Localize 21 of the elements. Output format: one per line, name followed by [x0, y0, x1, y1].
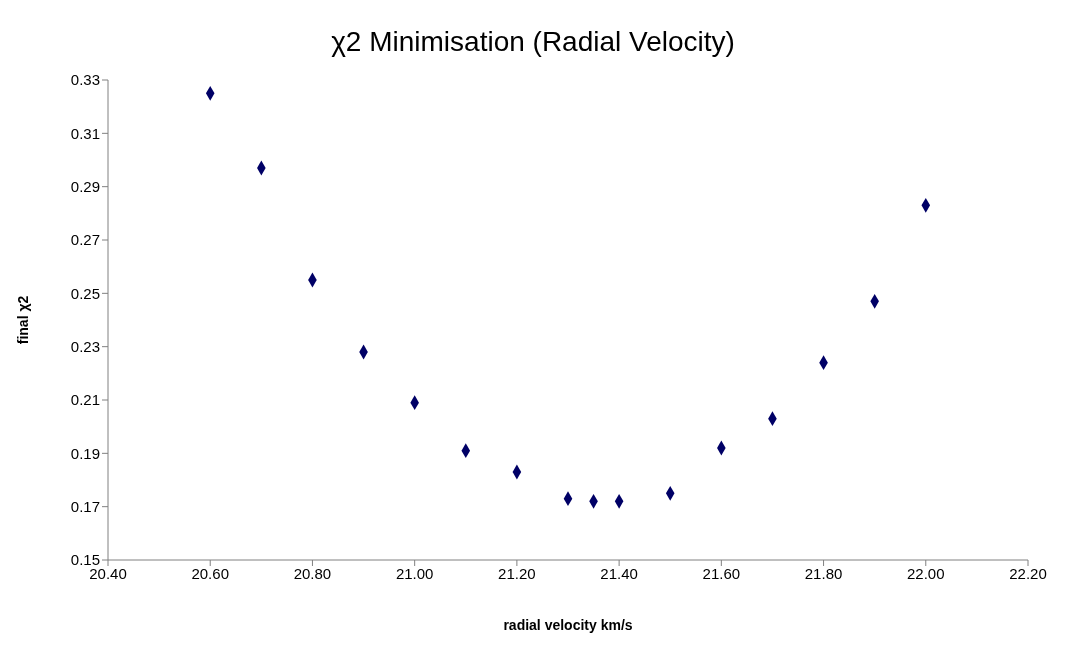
x-tick-label: 22.20: [1009, 564, 1047, 582]
x-tick-label: 21.00: [395, 564, 434, 582]
x-tick-label: 20.80: [293, 564, 332, 582]
y-tick-label: 0.27: [70, 231, 100, 249]
chart-title: χ2 Minimisation (Radial Velocity): [330, 25, 736, 59]
x-tick-label: 21.60: [702, 564, 741, 582]
y-tick-label: 0.25: [70, 284, 100, 302]
y-axis-title: final χ2: [14, 295, 31, 345]
x-tick-label: 20.60: [191, 564, 229, 582]
y-tick-label: 0.31: [70, 124, 100, 142]
y-tick-label: 0.21: [70, 391, 100, 409]
x-tick-label: 21.20: [498, 564, 536, 582]
x-tick-label: 21.80: [804, 564, 843, 582]
y-tick-label: 0.19: [70, 444, 100, 462]
x-tick-label: 21.40: [600, 564, 638, 582]
y-tick-label: 0.17: [70, 497, 100, 515]
y-tick-label: 0.29: [70, 177, 100, 195]
x-axis-title: radial velocity km/s: [503, 617, 633, 633]
y-tick-label: 0.33: [70, 71, 100, 89]
y-tick-label: 0.23: [70, 337, 100, 355]
x-tick-label: 22.00: [907, 564, 945, 582]
